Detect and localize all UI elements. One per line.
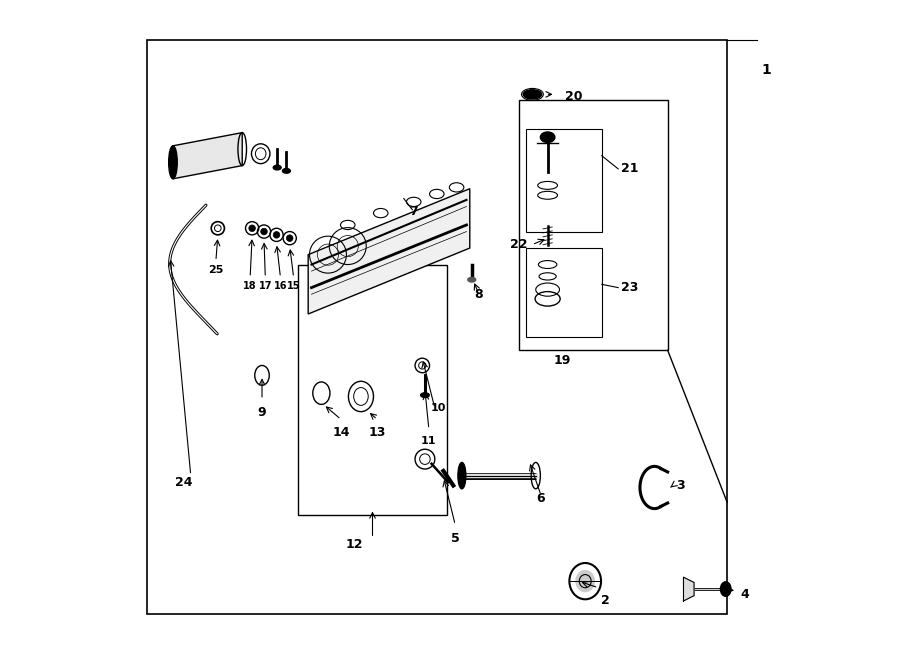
Text: 12: 12: [346, 538, 363, 551]
Polygon shape: [683, 577, 694, 601]
Text: 13: 13: [369, 426, 386, 439]
Text: 6: 6: [536, 492, 545, 505]
Text: 22: 22: [509, 238, 527, 251]
Ellipse shape: [168, 146, 177, 178]
Text: 16: 16: [274, 281, 287, 291]
Ellipse shape: [283, 169, 291, 173]
Bar: [526, 130, 602, 231]
Text: 15: 15: [287, 281, 301, 291]
Text: 14: 14: [332, 426, 350, 439]
Text: 5: 5: [451, 531, 460, 545]
Text: 2: 2: [600, 594, 609, 607]
Bar: [526, 248, 602, 337]
Ellipse shape: [420, 393, 429, 397]
Text: 17: 17: [258, 281, 272, 291]
Text: 10: 10: [430, 403, 446, 413]
Text: 4: 4: [740, 588, 749, 601]
Text: 8: 8: [474, 288, 482, 301]
Ellipse shape: [575, 570, 595, 592]
Ellipse shape: [540, 132, 555, 143]
Text: 3: 3: [676, 479, 685, 492]
Polygon shape: [308, 188, 470, 314]
Text: 21: 21: [622, 163, 639, 175]
Text: 7: 7: [410, 206, 418, 218]
Text: 20: 20: [565, 90, 583, 103]
Ellipse shape: [720, 582, 731, 596]
Ellipse shape: [274, 231, 280, 238]
Ellipse shape: [523, 90, 542, 99]
Ellipse shape: [248, 225, 256, 231]
Ellipse shape: [458, 463, 466, 488]
Text: 25: 25: [208, 264, 223, 274]
Text: 1: 1: [761, 63, 771, 77]
Bar: [519, 100, 668, 350]
Polygon shape: [173, 133, 242, 178]
Ellipse shape: [468, 278, 476, 282]
Text: 18: 18: [243, 281, 257, 291]
Text: 19: 19: [554, 354, 571, 367]
Text: 24: 24: [176, 476, 193, 488]
Text: 11: 11: [421, 436, 436, 446]
Ellipse shape: [274, 165, 281, 170]
Ellipse shape: [286, 235, 293, 241]
Bar: [147, 40, 727, 614]
Ellipse shape: [261, 228, 267, 235]
Text: 9: 9: [257, 407, 266, 419]
Text: 23: 23: [622, 281, 639, 294]
Bar: [298, 264, 446, 515]
